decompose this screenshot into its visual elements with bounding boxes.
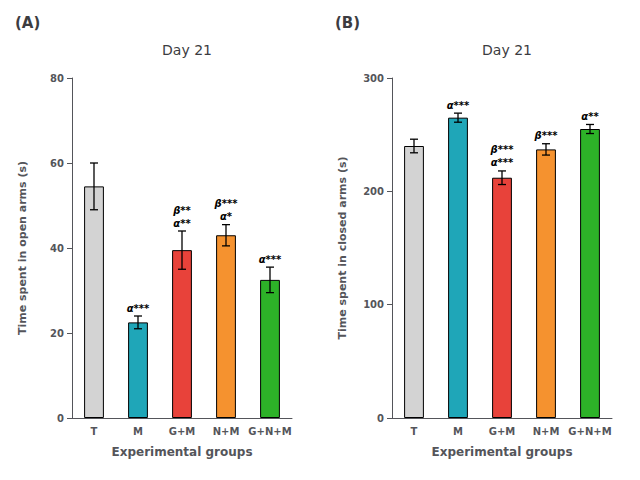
svg-text:0: 0 (57, 413, 64, 424)
svg-text:N+M: N+M (213, 426, 240, 437)
svg-text:β***: β*** (214, 198, 239, 209)
svg-text:α**: α** (173, 218, 191, 229)
svg-text:G+M: G+M (489, 426, 516, 437)
svg-text:0: 0 (377, 413, 384, 424)
svg-text:Experimental groups: Experimental groups (431, 445, 572, 459)
svg-text:40: 40 (50, 243, 64, 254)
svg-text:α**: α** (581, 111, 599, 122)
svg-text:G+N+M: G+N+M (248, 426, 291, 437)
svg-text:Time spent in open arms (s): Time spent in open arms (s) (16, 161, 29, 335)
svg-text:β***: β*** (534, 130, 559, 141)
svg-text:(A): (A) (15, 14, 40, 32)
svg-text:300: 300 (363, 73, 384, 84)
svg-text:200: 200 (363, 186, 384, 197)
svg-text:M: M (453, 426, 463, 437)
svg-text:80: 80 (50, 73, 64, 84)
svg-text:Time spent in closed arms (s): Time spent in closed arms (s) (336, 156, 349, 339)
svg-text:G+N+M: G+N+M (568, 426, 611, 437)
svg-text:α***: α*** (491, 157, 514, 168)
svg-text:T: T (411, 426, 418, 437)
svg-text:60: 60 (50, 158, 64, 169)
svg-text:β***: β*** (490, 144, 515, 155)
svg-text:α***: α*** (259, 254, 282, 265)
svg-text:Day 21: Day 21 (482, 42, 532, 58)
svg-text:(B): (B) (335, 14, 360, 32)
svg-text:α*: α* (220, 211, 233, 222)
svg-text:100: 100 (363, 299, 384, 310)
svg-text:T: T (91, 426, 98, 437)
svg-text:20: 20 (50, 328, 64, 339)
svg-text:α***: α*** (127, 303, 150, 314)
svg-text:M: M (133, 426, 143, 437)
svg-text:N+M: N+M (533, 426, 560, 437)
svg-text:G+M: G+M (169, 426, 196, 437)
svg-text:Day 21: Day 21 (162, 42, 212, 58)
svg-text:β**: β** (172, 205, 191, 216)
svg-text:α***: α*** (447, 100, 470, 111)
svg-text:Experimental groups: Experimental groups (111, 445, 252, 459)
